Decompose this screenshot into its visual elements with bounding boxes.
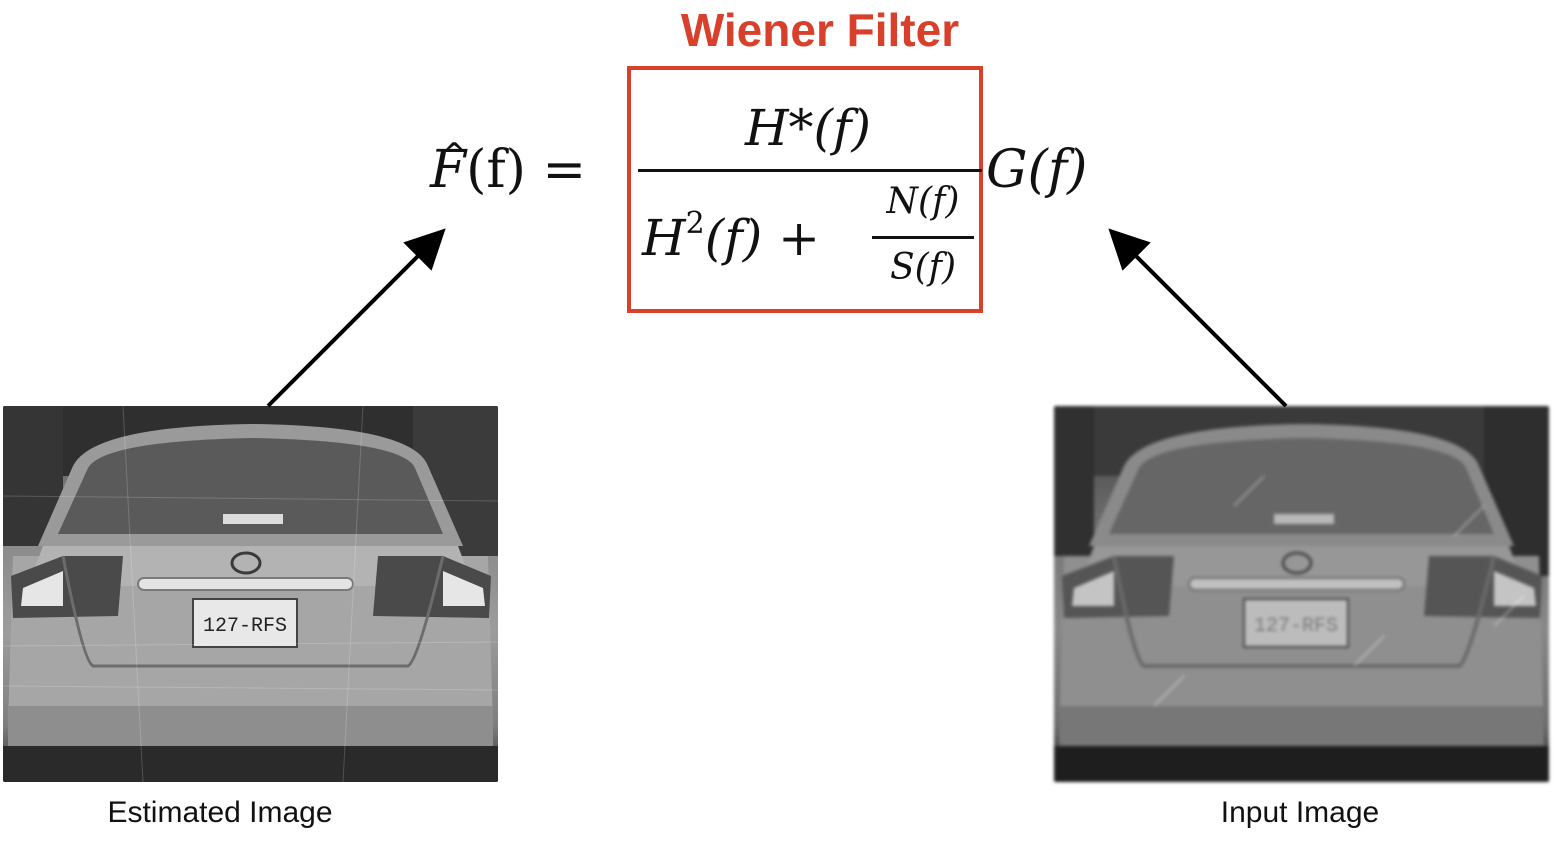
noise-numerator: N(f) (886, 181, 960, 222)
estimated-plate-text: 127-RFS (203, 615, 287, 638)
denominator-rest: (f) + (704, 209, 821, 267)
noise-fraction-bar (872, 236, 974, 239)
diagram-title-text: Wiener Filter (680, 4, 960, 56)
lhs-symbol: F (430, 140, 467, 200)
input-image-caption: Input Image (1220, 796, 1380, 829)
equation-rhs: G(f) (986, 140, 1088, 200)
filter-highlight-box (627, 66, 983, 313)
input-plate-text: 127-RFS (1254, 615, 1338, 638)
diagram-title: Wiener Filter (620, 4, 1020, 56)
estimated-image-caption: Estimated Image (107, 796, 333, 829)
hat-symbol: ^ (440, 136, 469, 176)
equation-lhs: ^ F (f) = (430, 136, 587, 202)
lhs-argument: (f) = (466, 140, 587, 200)
estimated-image: 127-RFS (3, 406, 498, 782)
main-fraction-bar (638, 169, 982, 172)
arrow-from-input (1108, 228, 1288, 408)
arrow-to-estimate (266, 228, 446, 408)
denominator-term: H (642, 209, 686, 267)
estimated-car-illustration: 127-RFS (3, 406, 498, 782)
denominator-exponent: 2 (685, 206, 705, 241)
input-image: 127-RFS (1054, 406, 1549, 782)
noise-denominator: S(f) (889, 247, 957, 288)
input-car-illustration: 127-RFS (1054, 406, 1549, 782)
filter-denominator: H2(f) + (642, 208, 820, 268)
filter-numerator: H*(f) (744, 99, 872, 157)
